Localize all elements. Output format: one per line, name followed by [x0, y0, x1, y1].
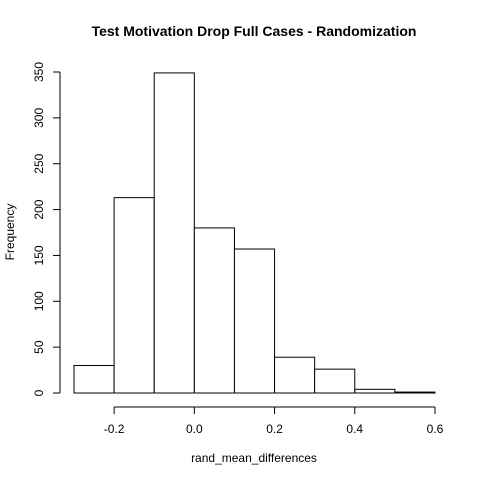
y-tick-label: 300	[32, 108, 46, 128]
x-tick-label: 0.0	[186, 422, 203, 436]
x-tick-label: 0.4	[346, 422, 363, 436]
x-tick-label: 0.6	[427, 422, 444, 436]
y-axis-label: Frequency	[3, 204, 17, 261]
histogram-bar	[73, 364, 115, 394]
histogram-bar	[153, 72, 195, 394]
histogram-bar	[233, 248, 276, 394]
x-tick-label: -0.2	[104, 422, 125, 436]
y-tick-label: 150	[32, 245, 46, 265]
y-tick-label: 100	[32, 291, 46, 311]
x-axis-label: rand_mean_differences	[191, 451, 317, 465]
histogram-bar	[314, 368, 356, 394]
bars-group	[73, 72, 436, 394]
x-tick-label: 0.2	[266, 422, 283, 436]
histogram-bar	[113, 197, 155, 394]
y-tick-label: 200	[32, 199, 46, 219]
y-tick-label: 350	[32, 62, 46, 82]
x-axis: -0.2 0.0 0.2 0.4 0.6	[104, 406, 444, 436]
y-tick-label: 250	[32, 153, 46, 173]
histogram-bar	[394, 391, 436, 394]
histogram-bar	[193, 227, 235, 394]
histogram-bar	[354, 388, 396, 394]
histogram-bar	[274, 356, 316, 394]
y-tick-label: 0	[32, 389, 46, 396]
y-tick-label: 50	[32, 340, 46, 354]
chart-title: Test Motivation Drop Full Cases - Random…	[92, 23, 417, 39]
y-axis: 0 50 100 150 200 250 300 350	[32, 62, 61, 396]
